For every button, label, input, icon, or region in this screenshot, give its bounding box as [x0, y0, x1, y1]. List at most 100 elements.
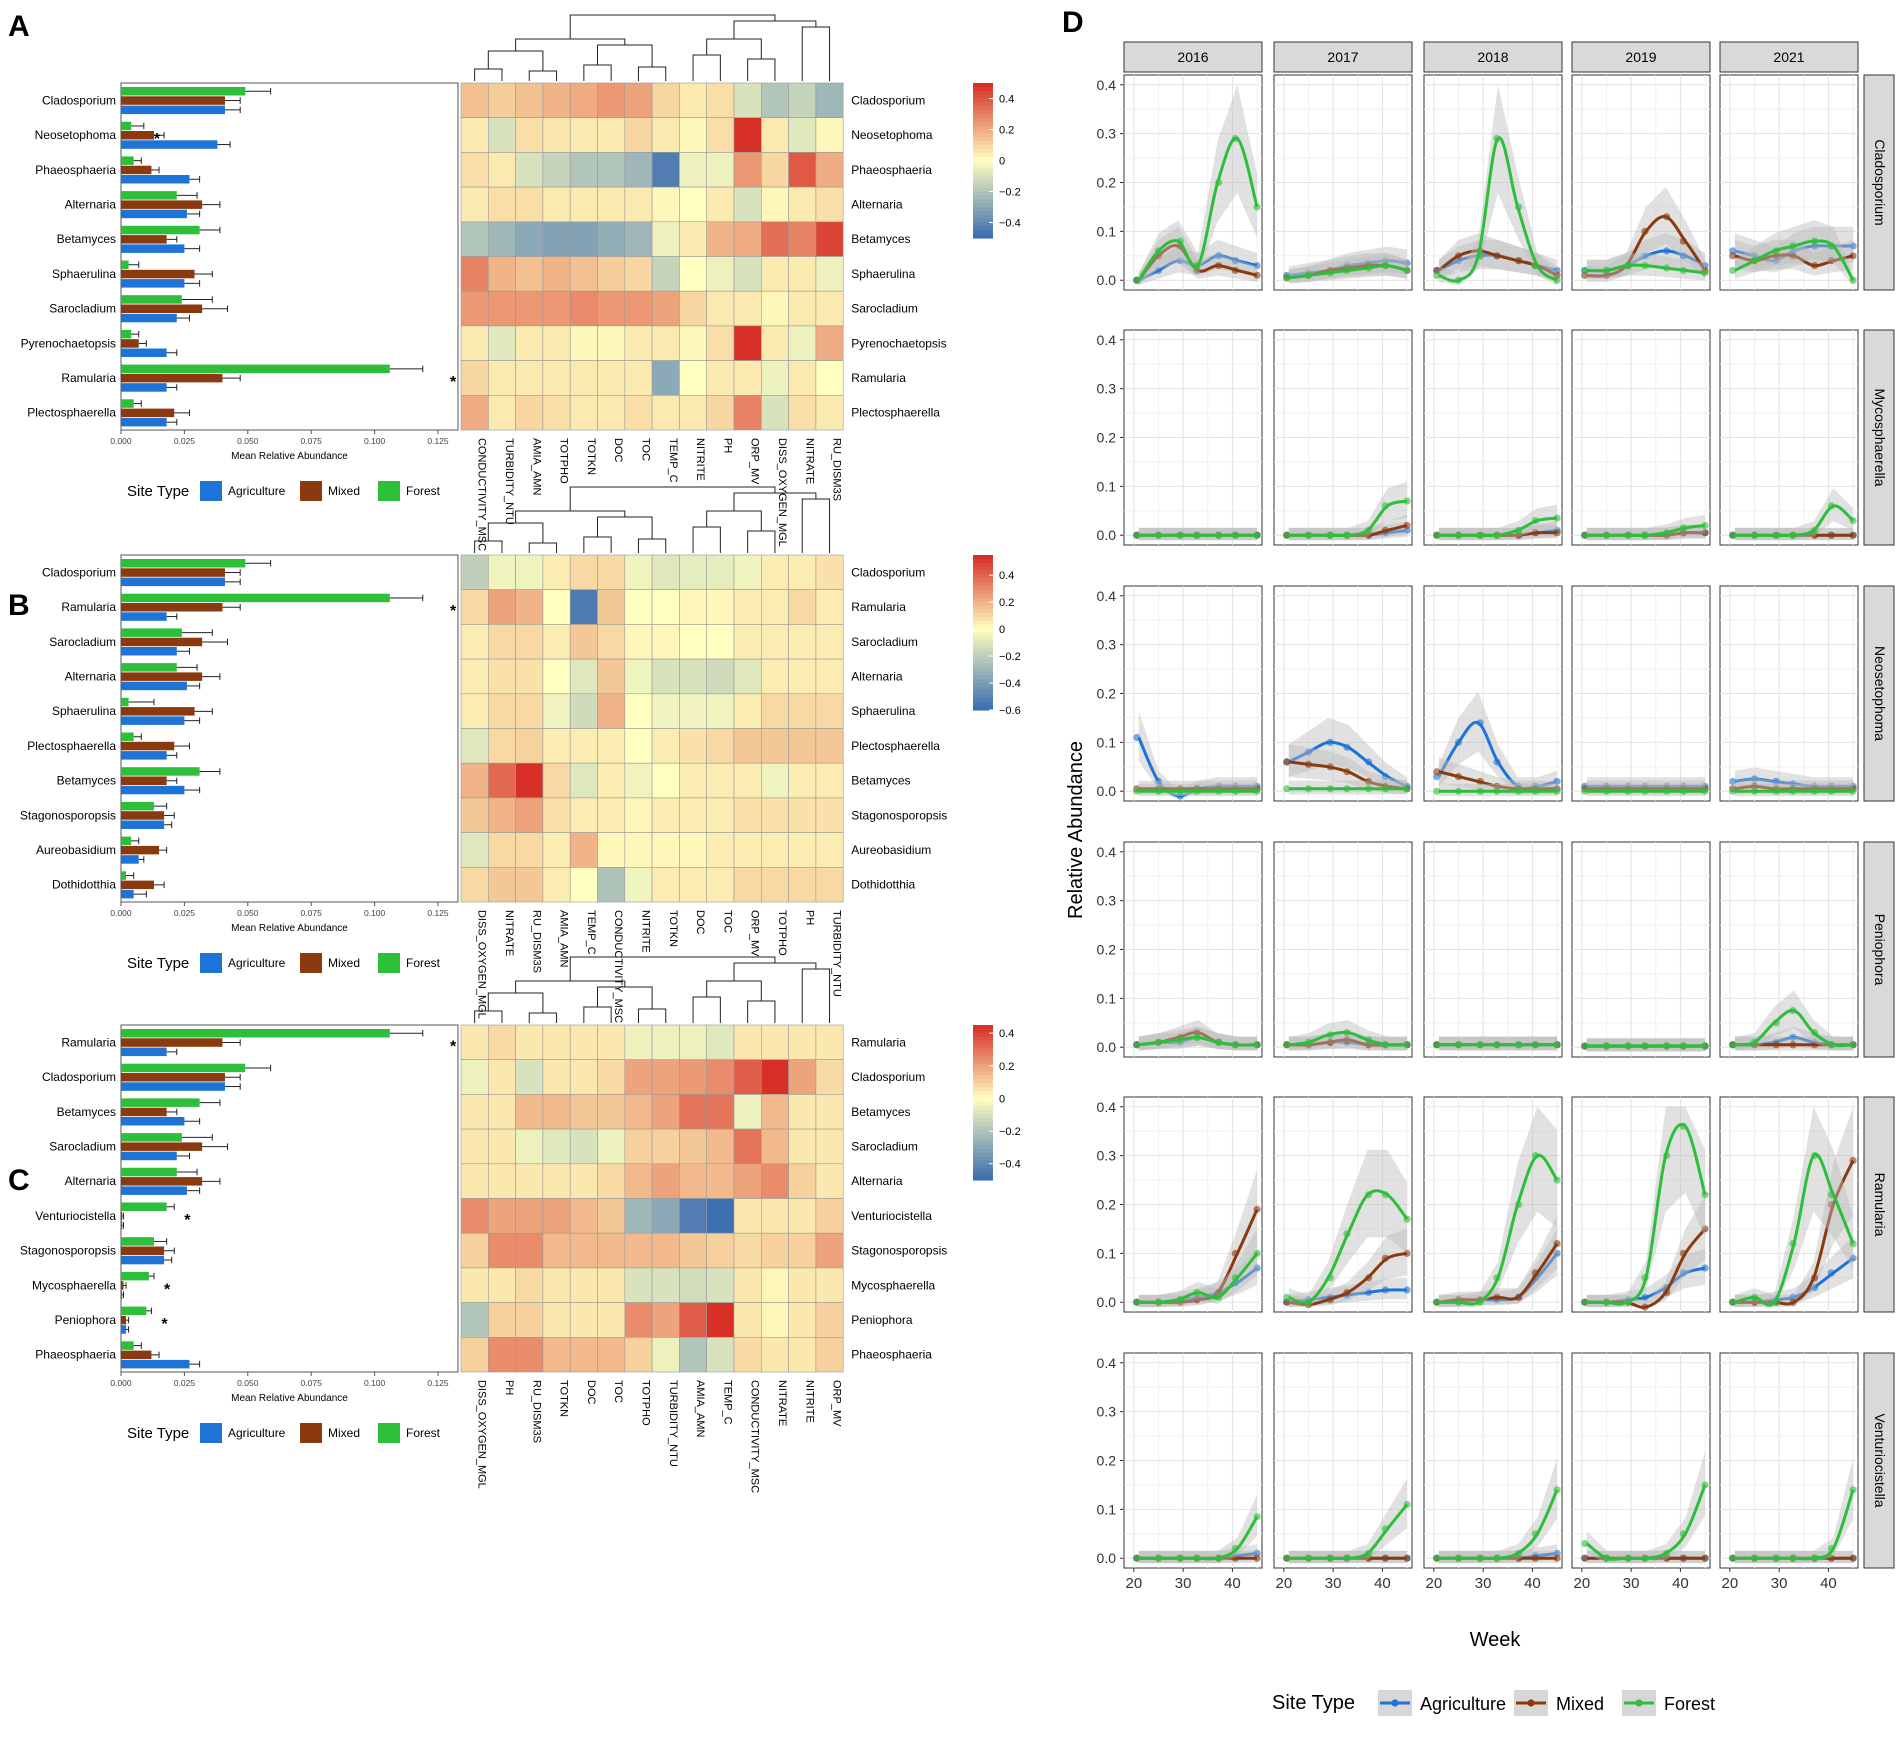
- dendrogram-branch: [692, 54, 721, 81]
- heatmap-cell: [487, 1024, 516, 1061]
- legend-key-point-forest: [1635, 1699, 1643, 1707]
- color-scale-step: [973, 589, 993, 595]
- heatmap-cell: [624, 1198, 653, 1234]
- heatmap-column-label: AMIA_AMN: [694, 1380, 706, 1438]
- dendrogram-branch: [733, 962, 817, 981]
- heatmap-cell: [815, 186, 844, 223]
- dendrogram-branch: [528, 70, 558, 81]
- bar-agriculture: [121, 1047, 167, 1057]
- heatmap-cell: [760, 1024, 789, 1061]
- color-scale-step: [973, 1094, 993, 1100]
- bar-forest: [121, 191, 177, 200]
- heatmap-cell: [706, 186, 735, 223]
- heatmap-column-label: NITRITE: [639, 910, 651, 953]
- panel-b: Cladosporium Ramularia * Sarocladium Alterna…: [20, 486, 1021, 1023]
- heatmap-column-label: TEMP_C: [667, 438, 679, 483]
- confidence-ribbon-agriculture: [1138, 1248, 1258, 1308]
- heatmap-cell: [706, 1059, 735, 1095]
- heatmap-row-label: Ramularia: [851, 371, 906, 385]
- heatmap-cell: [624, 1128, 653, 1165]
- bar-agriculture: [121, 1359, 190, 1369]
- bar-forest: [121, 1237, 154, 1246]
- data-point-forest: [1433, 787, 1441, 795]
- color-scale-step: [973, 187, 993, 193]
- heatmap-cell: [788, 832, 817, 868]
- bar-category-label: Sphaerulina: [52, 267, 116, 281]
- confidence-ribbon-forest: [1734, 990, 1854, 1051]
- bar-mixed: [121, 568, 225, 577]
- data-point-forest: [1729, 1041, 1737, 1049]
- x-tick-label: 30: [1475, 1575, 1492, 1592]
- trend-line-forest: [1734, 504, 1855, 538]
- heatmap-column-label: NITRATE: [776, 1380, 788, 1426]
- heatmap-cell: [733, 1163, 762, 1199]
- heatmap-cell: [460, 1198, 489, 1234]
- bar-agriculture: [121, 1082, 225, 1091]
- color-scale-step: [973, 1141, 993, 1146]
- heatmap-cell: [487, 360, 516, 396]
- heatmap-cell: [760, 1094, 789, 1130]
- color-scale-label: −0.4: [999, 1159, 1021, 1171]
- heatmap-cell: [733, 728, 762, 764]
- heatmap-cell: [733, 589, 762, 625]
- heatmap-cell: [624, 394, 653, 431]
- color-scale-step: [973, 578, 993, 583]
- color-scale-step: [973, 1114, 993, 1119]
- heatmap-cell: [706, 1094, 735, 1130]
- heatmap-row-label: Betamyces: [851, 774, 910, 788]
- heatmap-cell: [706, 325, 735, 361]
- data-point-mixed: [1581, 1554, 1589, 1562]
- bar-forest: [121, 1167, 177, 1177]
- heatmap-column-label: TOTPHO: [776, 910, 788, 956]
- heatmap-cell: [460, 1337, 489, 1373]
- data-point-forest: [1133, 531, 1141, 539]
- color-scale-step: [973, 624, 993, 630]
- heatmap-cell: [679, 152, 708, 188]
- heatmap-cell: [569, 152, 598, 188]
- heatmap-cell: [542, 762, 571, 799]
- heatmap-cell: [815, 1337, 844, 1373]
- bar-category-label: Sarocladium: [49, 1139, 116, 1153]
- heatmap-cell: [460, 394, 489, 431]
- heatmap-cell: [515, 797, 544, 833]
- heatmap-cell: [542, 256, 571, 292]
- data-point-forest: [1581, 266, 1589, 275]
- heatmap-cell: [542, 589, 571, 625]
- heatmap-cell: [487, 728, 516, 764]
- heatmap-cell: [760, 832, 789, 868]
- bar-mixed: [121, 408, 175, 418]
- heatmap-cell: [788, 1128, 817, 1165]
- color-scale-step: [973, 226, 993, 231]
- confidence-ribbon-forest: [1138, 84, 1258, 286]
- heatmap-cell: [760, 797, 789, 833]
- color-scale-step: [973, 230, 993, 235]
- heatmap-cell: [706, 256, 735, 292]
- heatmap-cell: [788, 290, 817, 327]
- heatmap-cell: [788, 1024, 817, 1061]
- color-scale-step: [973, 172, 993, 177]
- heatmap-cell: [706, 728, 735, 764]
- heatmap-cell: [597, 1059, 626, 1095]
- legend-label: Forest: [406, 1426, 441, 1440]
- heatmap-cell: [460, 1024, 489, 1061]
- heatmap-cell: [515, 117, 544, 153]
- heatmap-cell: [460, 1267, 489, 1303]
- heatmap-cell: [651, 1198, 680, 1234]
- heatmap-cell: [733, 325, 762, 361]
- heatmap-row-label: Cladosporium: [851, 1070, 925, 1084]
- data-point-forest: [1283, 1041, 1291, 1049]
- heatmap-cell: [706, 658, 735, 695]
- data-point-forest: [1433, 1041, 1441, 1049]
- heatmap-row-label: Sphaerulina: [851, 704, 915, 718]
- facet-strip-taxon: [1863, 1352, 1895, 1569]
- heatmap-cell: [788, 325, 817, 361]
- color-scale-step: [973, 659, 993, 665]
- legend-swatch-agriculture: [200, 953, 222, 973]
- trend-line-forest: [1288, 1030, 1408, 1047]
- heatmap-cell: [788, 728, 817, 764]
- heatmap-cell: [788, 186, 817, 223]
- color-scale-step: [973, 168, 993, 173]
- heatmap-cell: [733, 866, 762, 903]
- heatmap-cell: [597, 1232, 626, 1269]
- bar-agriculture: [121, 1151, 177, 1161]
